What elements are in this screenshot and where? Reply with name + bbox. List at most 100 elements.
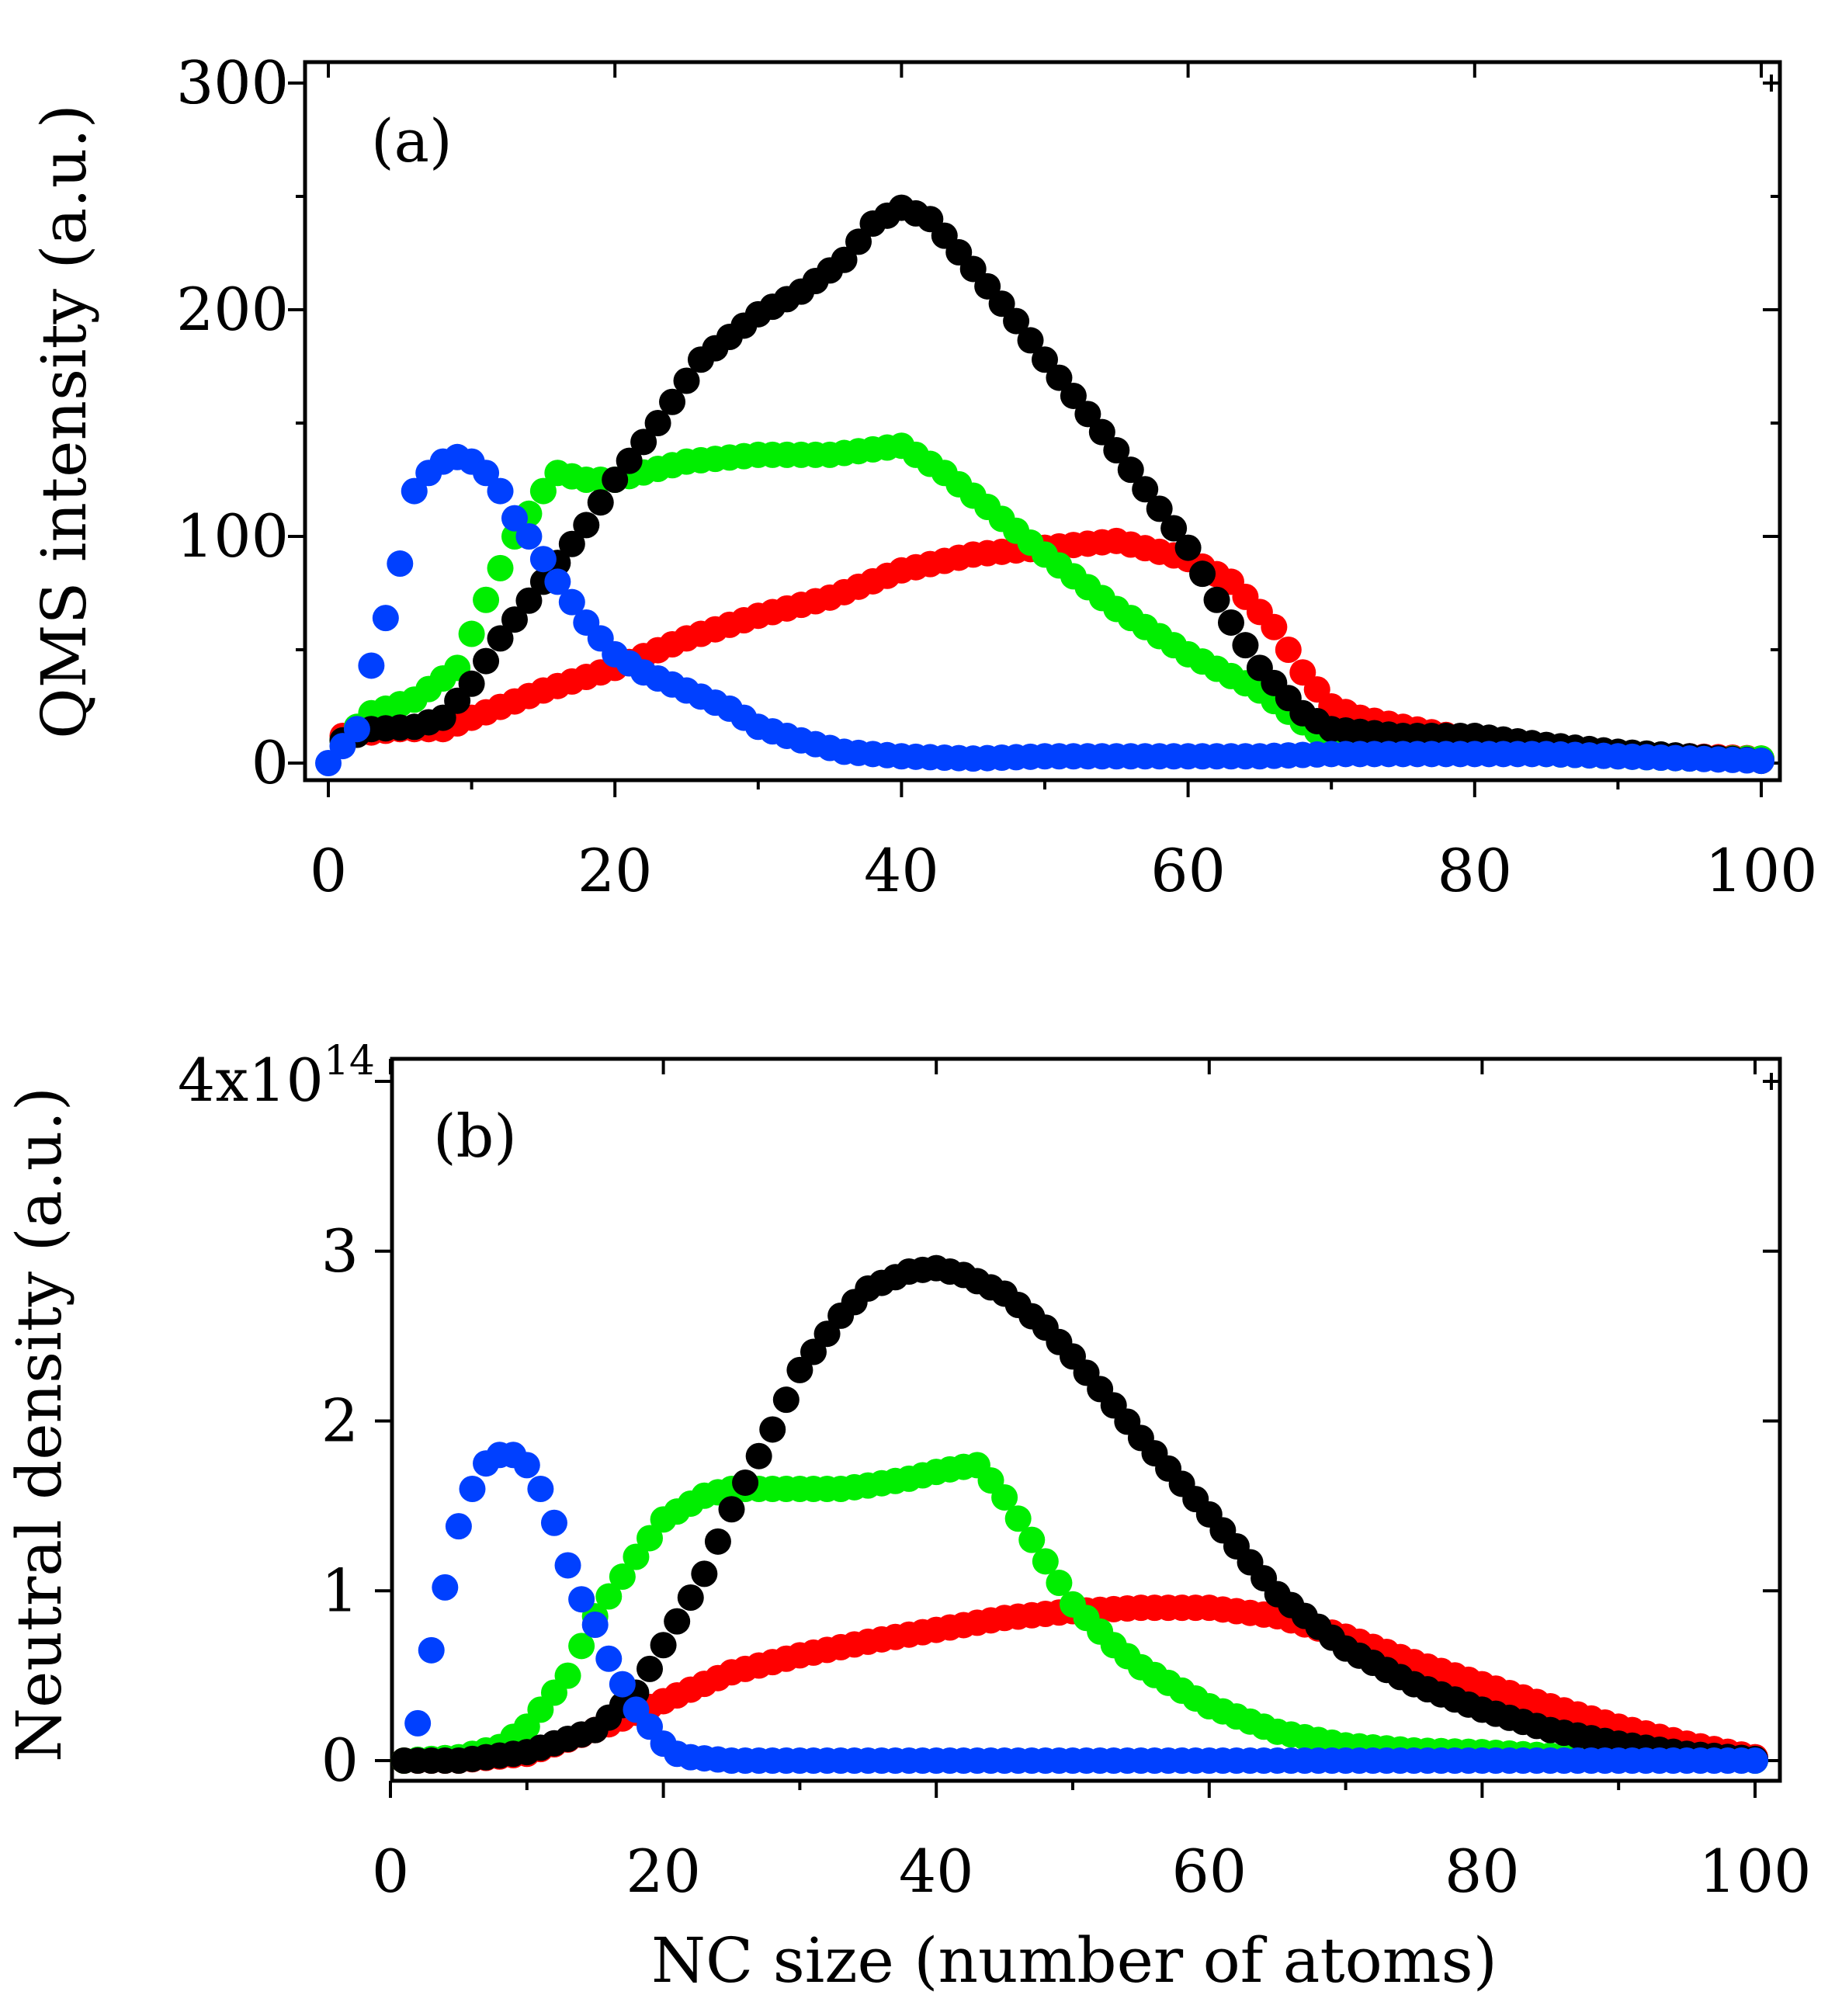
panel-a-point-blue: [501, 505, 528, 532]
panel-a-point-black: [1074, 401, 1101, 428]
panel-b-point-blue: [527, 1476, 554, 1502]
panel-b-point-green: [1046, 1570, 1073, 1597]
panel-b-point-green: [609, 1563, 636, 1591]
panel-b-point-black: [718, 1496, 745, 1523]
panel-a-point-red: [1261, 613, 1288, 640]
panel-a-point-black: [831, 246, 858, 273]
panel-a-point-blue: [544, 568, 571, 595]
panel-b-y-top-tick-exponent: 14: [324, 1038, 375, 1084]
panel-a-plot-frame: [303, 60, 1782, 782]
panel-a-point-green: [458, 620, 485, 647]
panel-b-point-black: [664, 1608, 691, 1635]
panel-b-y-tick-label: 1: [321, 1556, 359, 1625]
panel-b-point-green: [623, 1543, 650, 1570]
panel-b-point-blue: [445, 1513, 472, 1540]
panel-a-x-tick-label: 80: [1437, 836, 1512, 905]
panel-b-x-tick-label: 60: [1171, 1837, 1247, 1906]
panel-b-label: (b): [433, 1102, 517, 1171]
panel-a-y-axis-title: QMS intensity (a.u.): [28, 104, 100, 739]
panel-a-point-blue: [515, 523, 543, 550]
panel-a-point-blue: [358, 652, 385, 679]
panel-b-point-green: [1018, 1526, 1046, 1553]
panel-b-y-axis-title: Neutral density (a.u.): [3, 1087, 75, 1762]
panel-b-point-black: [813, 1320, 841, 1348]
panel-a-point-black: [1032, 346, 1058, 373]
panel-b-point-green: [554, 1662, 581, 1689]
panel-a-point-blue: [473, 460, 500, 487]
panel-b-point-green: [1032, 1548, 1059, 1575]
panel-a-point-black: [1046, 364, 1073, 391]
panel-a-point-black: [602, 467, 629, 493]
panel-b-x-tick-label: 20: [626, 1837, 701, 1906]
panel-a-point-black: [1217, 609, 1244, 636]
panel-a-point-black: [473, 647, 500, 675]
panel-b-point-black: [677, 1584, 704, 1611]
panel-b-point-blue: [568, 1586, 595, 1613]
panel-b-point-blue: [432, 1574, 459, 1601]
panel-a-y-tick-label: 0: [251, 728, 289, 797]
panel-a-point-black: [1203, 586, 1230, 613]
panel-a-point-green: [473, 586, 500, 613]
panel-b-point-blue: [554, 1552, 581, 1579]
panel-a-point-black: [1117, 456, 1144, 484]
panel-a-point-black: [988, 290, 1015, 317]
panel-a-point-black: [1088, 418, 1115, 446]
panel-b-point-blue: [540, 1509, 567, 1536]
panel-b-x-tick-label: 100: [1698, 1837, 1811, 1906]
panel-b-point-blue: [581, 1612, 609, 1638]
panel-b-x-tick-label: 40: [899, 1837, 974, 1906]
panel-b-x-tick-label: 0: [372, 1837, 409, 1906]
panel-a-point-blue: [343, 716, 370, 743]
panel-a-point-black: [616, 447, 643, 474]
panel-b-point-green: [568, 1633, 595, 1660]
panel-a-y-tick-label: 200: [176, 275, 289, 344]
panel-a-points: [315, 194, 1774, 776]
panel-b-y-tick-label: 2: [321, 1386, 359, 1456]
panel-b-point-black: [704, 1528, 731, 1555]
panel-a-point-black: [1189, 560, 1216, 588]
panel-b-point-black: [759, 1416, 786, 1443]
panel-a-point-black: [673, 367, 700, 394]
panel-a-point-black: [1160, 515, 1188, 542]
panel-b-x-tick-label: 80: [1445, 1837, 1520, 1906]
panel-a-point-blue: [372, 605, 399, 632]
panel-a-point-black: [1003, 307, 1030, 335]
panel-a-point-red: [1275, 637, 1302, 663]
panel-a-point-blue: [387, 550, 414, 578]
panel-a-label: (a): [371, 106, 453, 175]
panel-b-point-green: [1004, 1505, 1032, 1532]
panel-a-x-tick-label: 100: [1705, 836, 1817, 905]
panel-b-point-green: [595, 1583, 623, 1610]
panel-b-point-black: [637, 1655, 664, 1682]
panel-a-point-black: [1132, 476, 1159, 503]
panel-b-y-top-tick-label: 4x1014: [178, 1038, 375, 1115]
panel-a-y-tick-label: 100: [176, 501, 289, 571]
panel-a-point-black: [458, 670, 485, 697]
panel-a-x-tick-label: 60: [1150, 836, 1226, 905]
panel-a-point-black: [974, 272, 1001, 300]
panel-b-point-black: [786, 1356, 813, 1383]
panel-a-point-black: [1146, 495, 1173, 522]
panel-b-point-green: [991, 1483, 1018, 1511]
panel-b-series-black: [390, 1254, 1768, 1774]
panel-a-y-tick-label: 300: [176, 48, 289, 117]
panel-b-point-blue: [513, 1452, 540, 1479]
panel-b-point-blue: [404, 1709, 432, 1737]
panel-b-y-top-tick-base: 4x10: [178, 1046, 324, 1115]
panel-a-point-black: [501, 606, 528, 633]
panel-b-y-tick-label: 0: [321, 1726, 359, 1795]
panel-a-point-black: [1103, 437, 1130, 464]
panel-b-point-black: [772, 1386, 800, 1414]
panel-a-point-blue: [401, 477, 428, 505]
panel-a-point-black: [845, 228, 872, 255]
panel-a-point-blue: [487, 477, 514, 505]
panel-a-point-black: [558, 530, 585, 557]
panel-a-point-blue: [1748, 748, 1774, 775]
panel-a-point-black: [659, 388, 686, 415]
panel-b-point-blue: [459, 1476, 486, 1502]
panel-b-point-blue: [609, 1671, 636, 1698]
panel-b-point-black: [800, 1338, 827, 1365]
